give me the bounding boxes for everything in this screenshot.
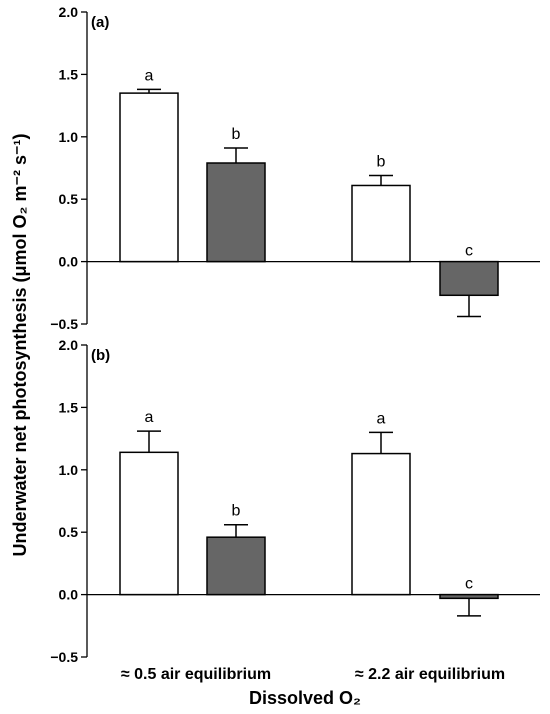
y-tick-label: 1.5 bbox=[59, 66, 79, 82]
y-tick-label: 2.0 bbox=[59, 4, 79, 20]
y-tick-label: −0.5 bbox=[50, 316, 78, 332]
bar bbox=[439, 593, 499, 600]
y-tick-label: 1.0 bbox=[59, 462, 79, 478]
panel-label: (a) bbox=[91, 14, 109, 31]
significance-label: c bbox=[465, 243, 473, 260]
bar bbox=[206, 162, 266, 263]
x-axis-title: Dissolved O₂ bbox=[249, 688, 361, 708]
y-tick-label: −0.5 bbox=[50, 649, 78, 665]
significance-label: a bbox=[145, 409, 154, 426]
y-tick-label: 0.0 bbox=[59, 587, 79, 603]
significance-label: a bbox=[377, 410, 386, 427]
bar bbox=[119, 92, 179, 263]
y-axis-title: Underwater net photosynthesis (μmol O₂ m… bbox=[10, 133, 30, 556]
category-label: ≈ 0.5 air equilibrium bbox=[121, 666, 271, 683]
y-tick-label: 0.5 bbox=[59, 191, 79, 207]
bar bbox=[206, 536, 266, 596]
panel-b: 2.0 1.5 1.0 0.5 0.0 −0.5 (b) a b a c bbox=[50, 337, 540, 665]
significance-label: b bbox=[232, 503, 241, 520]
bar bbox=[439, 260, 499, 297]
bar bbox=[351, 452, 411, 596]
category-label: ≈ 2.2 air equilibrium bbox=[355, 666, 505, 683]
y-tick-label: 1.5 bbox=[59, 399, 79, 415]
bar bbox=[119, 451, 179, 596]
category-labels: ≈ 0.5 air equilibrium ≈ 2.2 air equilibri… bbox=[121, 666, 505, 683]
panel-a: 2.0 1.5 1.0 0.5 0.0 −0.5 (a) a b b c bbox=[50, 4, 540, 332]
y-tick-label: 0.5 bbox=[59, 524, 79, 540]
y-tick-label: 1.0 bbox=[59, 129, 79, 145]
panels-layer: 2.0 1.5 1.0 0.5 0.0 −0.5 (a) a b b c 2.0 1.5 1.0 0.5 0.… bbox=[50, 4, 540, 665]
significance-label: b bbox=[377, 153, 386, 170]
significance-label: c bbox=[465, 576, 473, 593]
y-tick-label: 2.0 bbox=[59, 337, 79, 353]
significance-label: a bbox=[145, 67, 154, 84]
y-tick-label: 0.0 bbox=[59, 254, 79, 270]
panel-label: (b) bbox=[91, 347, 110, 364]
bar bbox=[351, 184, 411, 263]
significance-label: b bbox=[232, 126, 241, 143]
